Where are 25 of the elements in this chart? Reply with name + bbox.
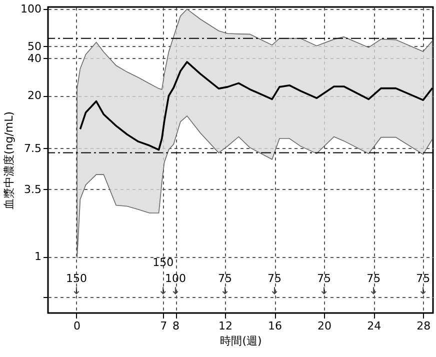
annotation: 100 — [165, 272, 186, 285]
x-tick-label: 16 — [268, 320, 282, 332]
annotation: 75 — [366, 272, 381, 285]
annotation: 75 — [268, 272, 282, 285]
y-tick-label: 40 — [28, 52, 42, 65]
x-axis-title: 時間(週) — [220, 334, 262, 348]
annotation: 75 — [317, 272, 332, 285]
y-tick-label: 100 — [20, 2, 42, 16]
x-tick-label: 8 — [172, 320, 180, 332]
x-tick-label: 12 — [218, 320, 233, 332]
annotation: 150 — [152, 256, 174, 269]
x-tick-label: 28 — [416, 320, 431, 332]
annotation: 150 — [66, 272, 87, 285]
annotation: 75 — [218, 272, 232, 285]
x-tick-label: 0 — [73, 320, 80, 332]
x-tick-label: 7 — [160, 320, 168, 332]
y-axis-title: 血漿中濃度(ng/mL) — [2, 111, 16, 210]
x-tick-label: 20 — [318, 320, 332, 332]
x-tick-label: 24 — [367, 320, 382, 332]
annotation: 75 — [416, 272, 430, 285]
y-tick-label: 20 — [28, 89, 42, 102]
y-tick-label: 7.5 — [24, 142, 42, 155]
y-tick-label: 1 — [34, 250, 42, 264]
y-tick-label: 3.5 — [24, 182, 42, 196]
y-tick-label: 50 — [28, 40, 42, 53]
